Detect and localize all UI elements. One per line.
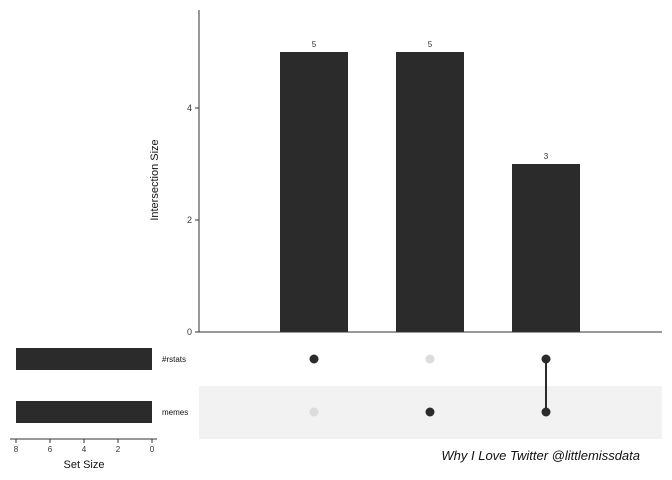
y-tick-label: 0 bbox=[187, 327, 192, 337]
y-tick-label: 2 bbox=[187, 215, 192, 225]
membership-matrix bbox=[309, 354, 551, 417]
set-size-chart: #rstats memes 8 6 4 2 0 Set Size bbox=[10, 348, 188, 471]
matrix-dot-active bbox=[425, 407, 435, 417]
set-size-bar bbox=[16, 348, 152, 370]
set-size-tick-label: 6 bbox=[48, 445, 53, 454]
matrix-dot-active bbox=[309, 354, 319, 364]
intersection-bar bbox=[396, 52, 464, 332]
y-tick-label: 4 bbox=[187, 103, 192, 113]
set-size-tick-label: 2 bbox=[116, 445, 121, 454]
set-size-tick-label: 0 bbox=[150, 445, 155, 454]
set-size-axis-title: Set Size bbox=[64, 459, 105, 471]
matrix-dot-active bbox=[541, 407, 551, 417]
caption: Why I Love Twitter @littlemissdata bbox=[441, 448, 640, 463]
intersection-bar bbox=[280, 52, 348, 332]
intersection-axis: 0 2 4 Intersection Size bbox=[149, 10, 662, 337]
intersection-bar bbox=[512, 164, 580, 332]
bar-value-label: 3 bbox=[544, 152, 549, 161]
bar-value-label: 5 bbox=[312, 40, 317, 49]
matrix-dot-inactive bbox=[425, 354, 435, 364]
set-name-label: #rstats bbox=[162, 355, 186, 364]
intersection-bars: 5 5 3 bbox=[280, 40, 580, 332]
set-size-bar bbox=[16, 401, 152, 423]
set-size-tick-label: 8 bbox=[14, 445, 19, 454]
y-axis-title: Intersection Size bbox=[149, 139, 161, 220]
set-size-tick-label: 4 bbox=[82, 445, 87, 454]
matrix-dot-active bbox=[541, 354, 551, 364]
matrix-dot-inactive bbox=[309, 407, 319, 417]
set-name-label: memes bbox=[162, 408, 188, 417]
bar-value-label: 5 bbox=[428, 40, 433, 49]
